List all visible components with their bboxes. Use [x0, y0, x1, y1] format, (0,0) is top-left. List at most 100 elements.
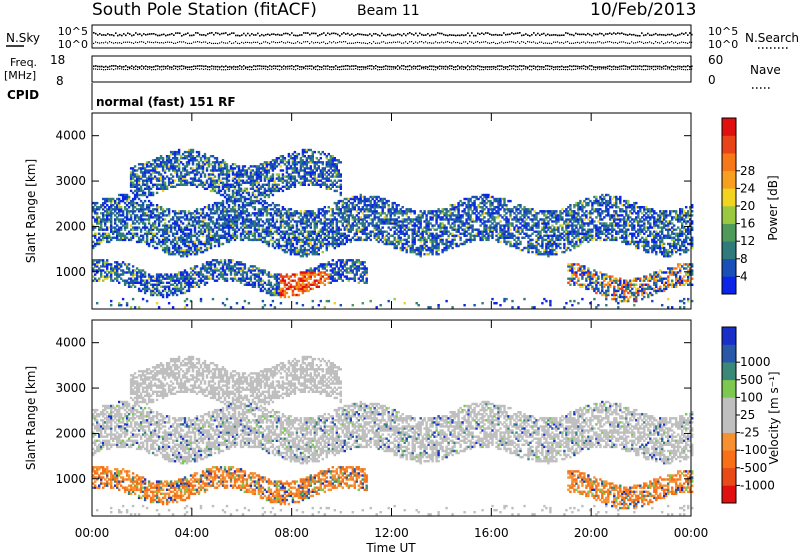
nave-mark: [481, 69, 482, 70]
nsearch-mark: [149, 42, 150, 43]
power-cell: [210, 226, 212, 228]
freq-mark: [311, 65, 313, 67]
nave-mark: [95, 68, 96, 69]
power-cell: [172, 175, 174, 177]
nave-mark: [205, 68, 206, 69]
nsearch-mark: [215, 43, 216, 44]
freq-mark: [521, 65, 523, 67]
nsky-mark: [557, 35, 559, 37]
freq-mark: [615, 66, 617, 68]
nave-mark: [485, 68, 486, 69]
nsky-mark: [489, 33, 491, 35]
nsky-mark: [251, 33, 253, 35]
nsky-mark: [433, 34, 435, 36]
nave-mark: [207, 69, 208, 70]
nsearch-mark: [167, 42, 168, 43]
nave-mark: [369, 68, 370, 69]
power-cell: [196, 253, 198, 255]
power-cell: [120, 304, 122, 306]
power-cell: [112, 198, 114, 200]
power-cell: [332, 208, 334, 210]
freq-mark: [643, 65, 645, 67]
freq-mark: [99, 66, 101, 68]
nsky-mark: [555, 34, 557, 36]
nsky-mark: [357, 33, 359, 35]
nave-mark: [213, 68, 214, 69]
nave-label: Nave: [750, 63, 781, 77]
power-cell: [294, 175, 296, 177]
nsearch-mark: [629, 43, 630, 44]
nsky-mark: [669, 34, 671, 36]
nave-mark: [623, 69, 624, 70]
freq-mark: [571, 66, 573, 68]
nsearch-mark: [335, 42, 336, 43]
freq-mark: [199, 65, 201, 67]
nsky-mark: [191, 35, 193, 37]
power-cell: [156, 208, 158, 210]
freq-trace: [93, 65, 693, 70]
nsearch-mark: [379, 43, 380, 44]
freq-mark: [551, 66, 553, 68]
nave-mark: [429, 69, 430, 70]
power-cell: [204, 173, 206, 175]
power-cell: [96, 202, 98, 204]
power-cell: [238, 229, 240, 231]
nave-mark: [389, 69, 390, 70]
nsky-mark: [385, 35, 387, 37]
power-cell: [306, 177, 308, 179]
nsky-mark: [219, 34, 221, 36]
power-cell: [282, 173, 284, 175]
nsearch-mark: [653, 43, 654, 44]
power-cell: [180, 282, 182, 284]
power-cell: [206, 282, 208, 284]
power-cell: [228, 175, 230, 177]
nave-mark: [453, 69, 454, 70]
power-cell: [110, 304, 112, 306]
nave-mark: [137, 69, 138, 70]
nsearch-mark: [475, 42, 476, 43]
nsky-mark: [611, 33, 613, 35]
power-cell: [310, 224, 312, 226]
nsky-mark: [285, 33, 287, 35]
power-cell: [194, 175, 196, 177]
power-cell: [264, 180, 266, 182]
power-cell: [290, 208, 292, 210]
nsky-mark: [569, 34, 571, 36]
freq-mark: [389, 66, 391, 68]
freq-mark: [589, 65, 591, 67]
nave-mark: [595, 69, 596, 70]
nsearch-mark: [417, 42, 418, 43]
power-cell: [264, 304, 266, 306]
power-cell: [244, 267, 246, 269]
nsearch-mark: [557, 41, 558, 42]
nave-mark: [115, 68, 116, 69]
nsearch-mark: [481, 42, 482, 43]
nsearch-mark: [547, 43, 548, 44]
nave-mark: [363, 68, 364, 69]
nsearch-mark: [429, 42, 430, 43]
nave-mark: [203, 69, 204, 70]
nave-tick-bottom: 0: [708, 73, 716, 87]
power-cell: [196, 265, 198, 267]
freq-mark: [463, 66, 465, 68]
power-cell: [224, 259, 226, 261]
freq-mark: [239, 65, 241, 67]
power-cell: [200, 175, 202, 177]
power-cell: [162, 157, 164, 159]
power-cell: [310, 165, 312, 167]
freq-mark: [155, 65, 157, 67]
nsky-mark: [663, 34, 665, 36]
nsky-mark: [505, 34, 507, 36]
freq-mark: [691, 65, 693, 67]
freq-mark: [333, 66, 335, 68]
freq-mark: [501, 65, 503, 67]
nsearch-mark: [371, 43, 372, 44]
freq-mark: [397, 65, 399, 67]
nsky-mark: [591, 35, 593, 37]
nsearch-mark: [533, 41, 534, 42]
nsky-mark: [147, 34, 149, 36]
nave-mark: [145, 68, 146, 69]
power-cell: [218, 175, 220, 177]
nave-mark: [441, 68, 442, 69]
freq-mark: [329, 66, 331, 68]
